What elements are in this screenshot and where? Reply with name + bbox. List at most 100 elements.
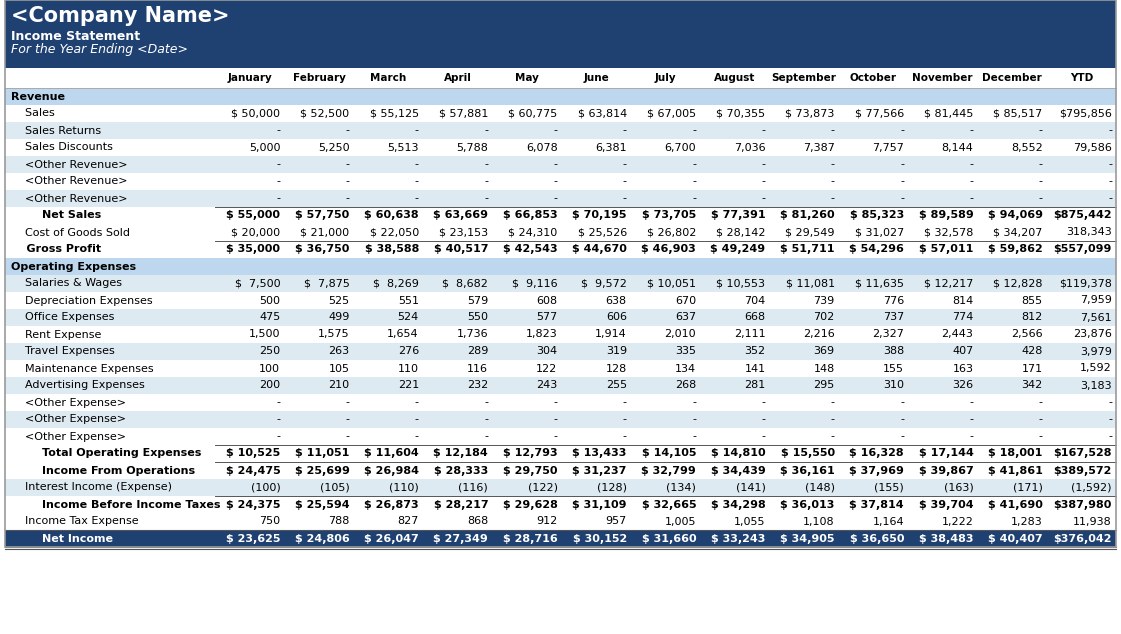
Text: -: - xyxy=(345,432,350,441)
Bar xyxy=(4,377,1117,394)
Text: $ 25,594: $ 25,594 xyxy=(295,500,350,510)
Text: -: - xyxy=(1108,415,1112,425)
Text: $ 57,011: $ 57,011 xyxy=(919,245,973,254)
Text: 2,443: 2,443 xyxy=(942,330,973,339)
Text: -: - xyxy=(692,160,696,169)
Text: $ 10,553: $ 10,553 xyxy=(716,278,766,288)
Text: 577: 577 xyxy=(536,313,557,323)
Text: $ 10,525: $ 10,525 xyxy=(226,448,280,458)
Text: 550: 550 xyxy=(467,313,489,323)
Text: December: December xyxy=(982,73,1041,83)
Text: 304: 304 xyxy=(537,347,557,356)
Text: -: - xyxy=(1039,432,1043,441)
Text: $ 32,578: $ 32,578 xyxy=(924,228,973,238)
Text: $ 32,665: $ 32,665 xyxy=(641,500,696,510)
Text: $  8,269: $ 8,269 xyxy=(373,278,419,288)
Text: $ 39,867: $ 39,867 xyxy=(918,465,973,476)
Text: $ 26,873: $ 26,873 xyxy=(364,500,419,510)
Text: -: - xyxy=(484,176,489,186)
Text: 551: 551 xyxy=(398,295,419,306)
Text: -: - xyxy=(415,193,419,204)
Bar xyxy=(4,0,1117,68)
Text: (163): (163) xyxy=(944,482,973,493)
Text: 525: 525 xyxy=(328,295,350,306)
Text: Office Expenses: Office Expenses xyxy=(11,313,114,323)
Text: (141): (141) xyxy=(735,482,766,493)
Text: 868: 868 xyxy=(467,517,489,526)
Text: $ 41,690: $ 41,690 xyxy=(988,500,1043,510)
Text: May: May xyxy=(515,73,539,83)
Text: -: - xyxy=(1039,398,1043,408)
Text: 774: 774 xyxy=(952,313,973,323)
Text: -: - xyxy=(276,193,280,204)
Text: 7,561: 7,561 xyxy=(1081,313,1112,323)
Text: <Other Revenue>: <Other Revenue> xyxy=(11,176,128,186)
Text: 475: 475 xyxy=(259,313,280,323)
Text: $ 55,125: $ 55,125 xyxy=(370,108,419,119)
Text: 1,283: 1,283 xyxy=(1011,517,1043,526)
Text: 827: 827 xyxy=(398,517,419,526)
Text: -: - xyxy=(623,126,627,136)
Text: Advertising Expenses: Advertising Expenses xyxy=(11,380,145,391)
Bar xyxy=(4,411,1117,428)
Text: 668: 668 xyxy=(744,313,766,323)
Text: 1,164: 1,164 xyxy=(872,517,904,526)
Text: -: - xyxy=(831,126,835,136)
Text: $ 29,549: $ 29,549 xyxy=(786,228,835,238)
Text: March: March xyxy=(370,73,407,83)
Text: Total Operating Expenses: Total Operating Expenses xyxy=(11,448,202,458)
Text: 326: 326 xyxy=(952,380,973,391)
Text: $875,442: $875,442 xyxy=(1054,210,1112,221)
Text: $ 40,407: $ 40,407 xyxy=(988,533,1043,543)
Text: -: - xyxy=(1039,160,1043,169)
Text: 1,592: 1,592 xyxy=(1081,363,1112,373)
Text: $795,856: $795,856 xyxy=(1059,108,1112,119)
Text: -: - xyxy=(276,432,280,441)
Text: -: - xyxy=(554,415,557,425)
Text: -: - xyxy=(970,160,973,169)
Text: 243: 243 xyxy=(536,380,557,391)
Text: -: - xyxy=(276,415,280,425)
Text: Sales: Sales xyxy=(11,108,55,119)
Text: 276: 276 xyxy=(398,347,419,356)
Text: 11,938: 11,938 xyxy=(1073,517,1112,526)
Text: -: - xyxy=(900,160,904,169)
Bar xyxy=(4,0,1117,547)
Text: $ 37,969: $ 37,969 xyxy=(850,465,904,476)
Text: $ 85,517: $ 85,517 xyxy=(993,108,1043,119)
Text: -: - xyxy=(1108,160,1112,169)
Text: 342: 342 xyxy=(1021,380,1043,391)
Text: $ 81,260: $ 81,260 xyxy=(780,210,835,221)
Text: $ 50,000: $ 50,000 xyxy=(231,108,280,119)
Text: $ 31,109: $ 31,109 xyxy=(573,500,627,510)
Text: 335: 335 xyxy=(675,347,696,356)
Text: 428: 428 xyxy=(1021,347,1043,356)
Text: 737: 737 xyxy=(883,313,904,323)
Text: 2,216: 2,216 xyxy=(803,330,835,339)
Text: $  8,682: $ 8,682 xyxy=(443,278,489,288)
Text: -: - xyxy=(900,126,904,136)
Text: $ 15,550: $ 15,550 xyxy=(780,448,835,458)
Text: 524: 524 xyxy=(398,313,419,323)
Text: 155: 155 xyxy=(883,363,904,373)
Text: $387,980: $387,980 xyxy=(1054,500,1112,510)
Text: -: - xyxy=(831,193,835,204)
Text: April: April xyxy=(444,73,472,83)
Bar xyxy=(4,68,1117,88)
Text: $ 36,161: $ 36,161 xyxy=(780,465,835,476)
Text: 7,757: 7,757 xyxy=(872,143,904,153)
Text: 171: 171 xyxy=(1021,363,1043,373)
Text: 210: 210 xyxy=(328,380,350,391)
Text: $ 28,217: $ 28,217 xyxy=(434,500,489,510)
Text: -: - xyxy=(484,126,489,136)
Text: For the Year Ending <Date>: For the Year Ending <Date> xyxy=(11,44,188,56)
Text: -: - xyxy=(831,398,835,408)
Text: -: - xyxy=(761,432,766,441)
Text: Income Before Income Taxes: Income Before Income Taxes xyxy=(11,500,221,510)
Text: $ 27,349: $ 27,349 xyxy=(434,533,489,543)
Text: $ 34,439: $ 34,439 xyxy=(711,465,766,476)
Text: -: - xyxy=(900,432,904,441)
Text: -: - xyxy=(1039,176,1043,186)
Text: 1,055: 1,055 xyxy=(734,517,766,526)
Text: 6,700: 6,700 xyxy=(665,143,696,153)
